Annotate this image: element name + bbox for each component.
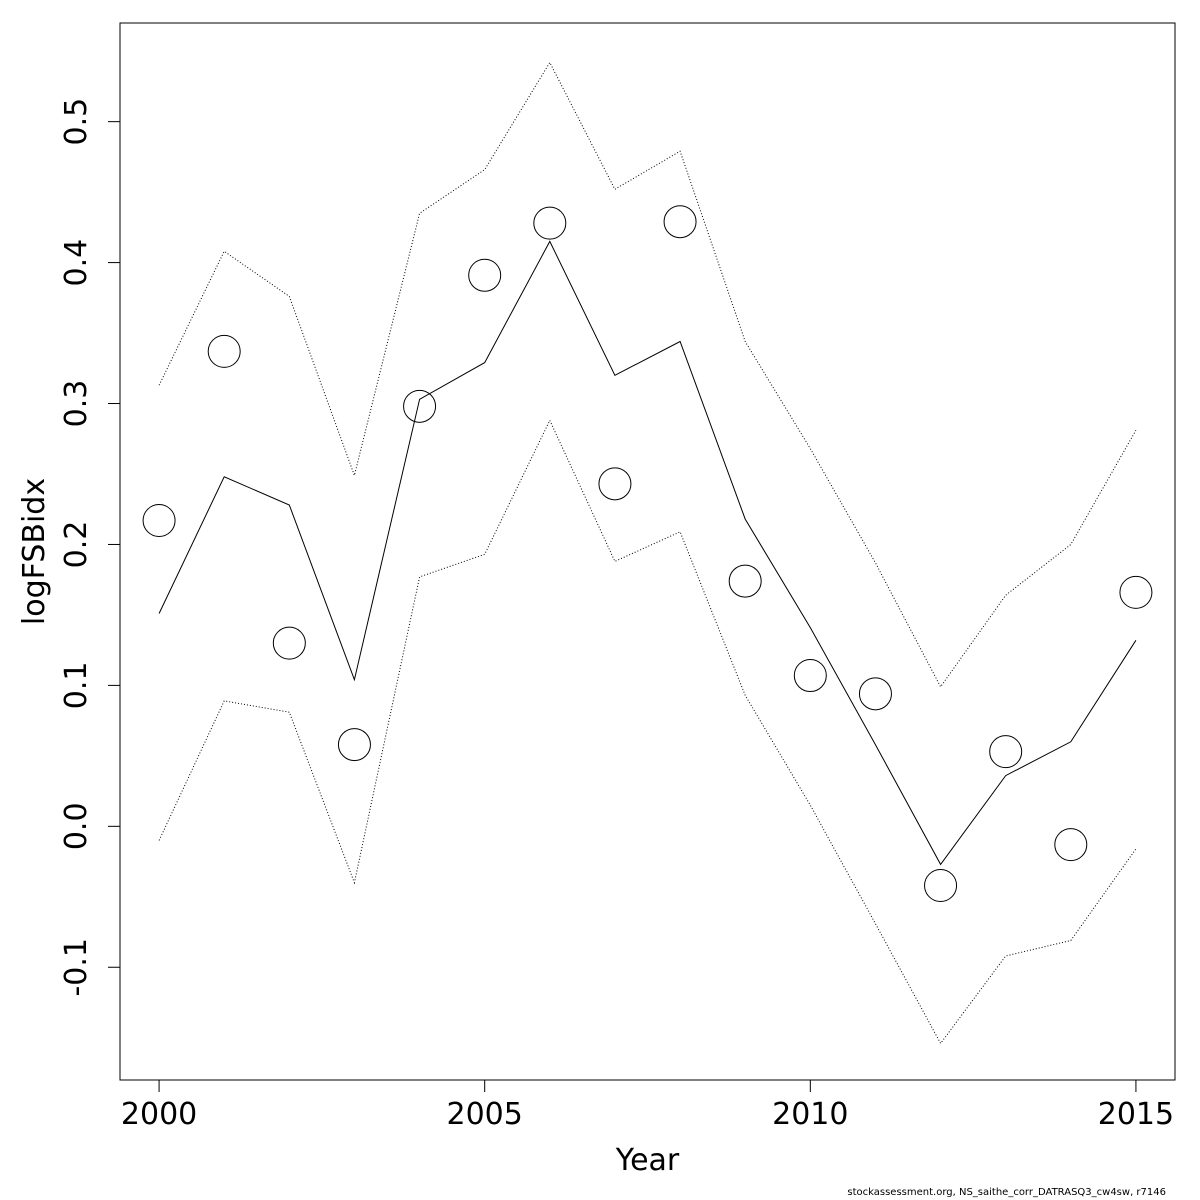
- observation-point: [533, 206, 567, 240]
- x-axis-title: Year: [615, 1143, 680, 1178]
- observation-point: [142, 503, 176, 537]
- observation-point: [207, 334, 241, 368]
- lower-bound-line: [158, 419, 1137, 1045]
- upper-bound-line: [158, 61, 1137, 688]
- y-tick-label: 0.5: [59, 98, 94, 146]
- observation-point: [272, 626, 306, 660]
- observation-point: [728, 564, 762, 598]
- observation-point: [793, 659, 827, 693]
- y-axis-title: logFSBidx: [17, 478, 52, 625]
- observation-point: [924, 869, 958, 903]
- axis-layer: 2000 2005 2010 2015 -0.1 0.0 0.1 0.2 0.3 0.4 0.5: [59, 98, 1174, 1132]
- y-tick-label: 0.3: [59, 380, 94, 428]
- y-tick-label: 0.1: [59, 662, 94, 710]
- y-tick-label: 0.4: [59, 239, 94, 287]
- y-tick-label: 0.2: [59, 521, 94, 569]
- observation-point: [598, 467, 632, 501]
- x-tick-label: 2005: [447, 1097, 523, 1132]
- footer-credit: stockassessment.org, NS_saithe_corr_DATR…: [847, 1187, 1166, 1198]
- fitted-line: [158, 240, 1137, 866]
- observation-point: [337, 728, 371, 762]
- x-tick-label: 2000: [121, 1097, 197, 1132]
- observation-point: [1119, 575, 1153, 609]
- plot-frame: [119, 22, 1176, 1081]
- x-tick-label: 2015: [1098, 1097, 1174, 1132]
- observation-point: [1054, 828, 1088, 862]
- y-tick-label: 0.0: [59, 802, 94, 850]
- observation-point: [468, 258, 502, 292]
- x-tick-label: 2010: [772, 1097, 848, 1132]
- series-layer: [142, 61, 1153, 1045]
- observation-point: [663, 205, 697, 239]
- observation-point: [858, 677, 892, 711]
- observation-point: [989, 735, 1023, 769]
- observation-point: [403, 389, 437, 423]
- y-tick-label: -0.1: [59, 938, 94, 997]
